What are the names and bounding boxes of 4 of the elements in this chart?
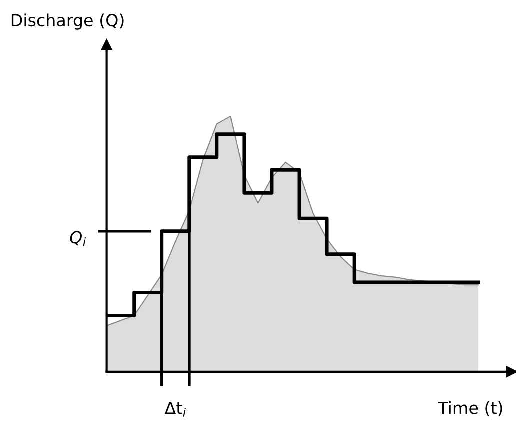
x-axis-title: Time (t) [438, 401, 502, 416]
ref-line-label: Q$_{i}$ [70, 231, 86, 246]
text: Δt$_{i}$ [164, 402, 186, 417]
text: Discharge (Q) [12, 14, 124, 30]
